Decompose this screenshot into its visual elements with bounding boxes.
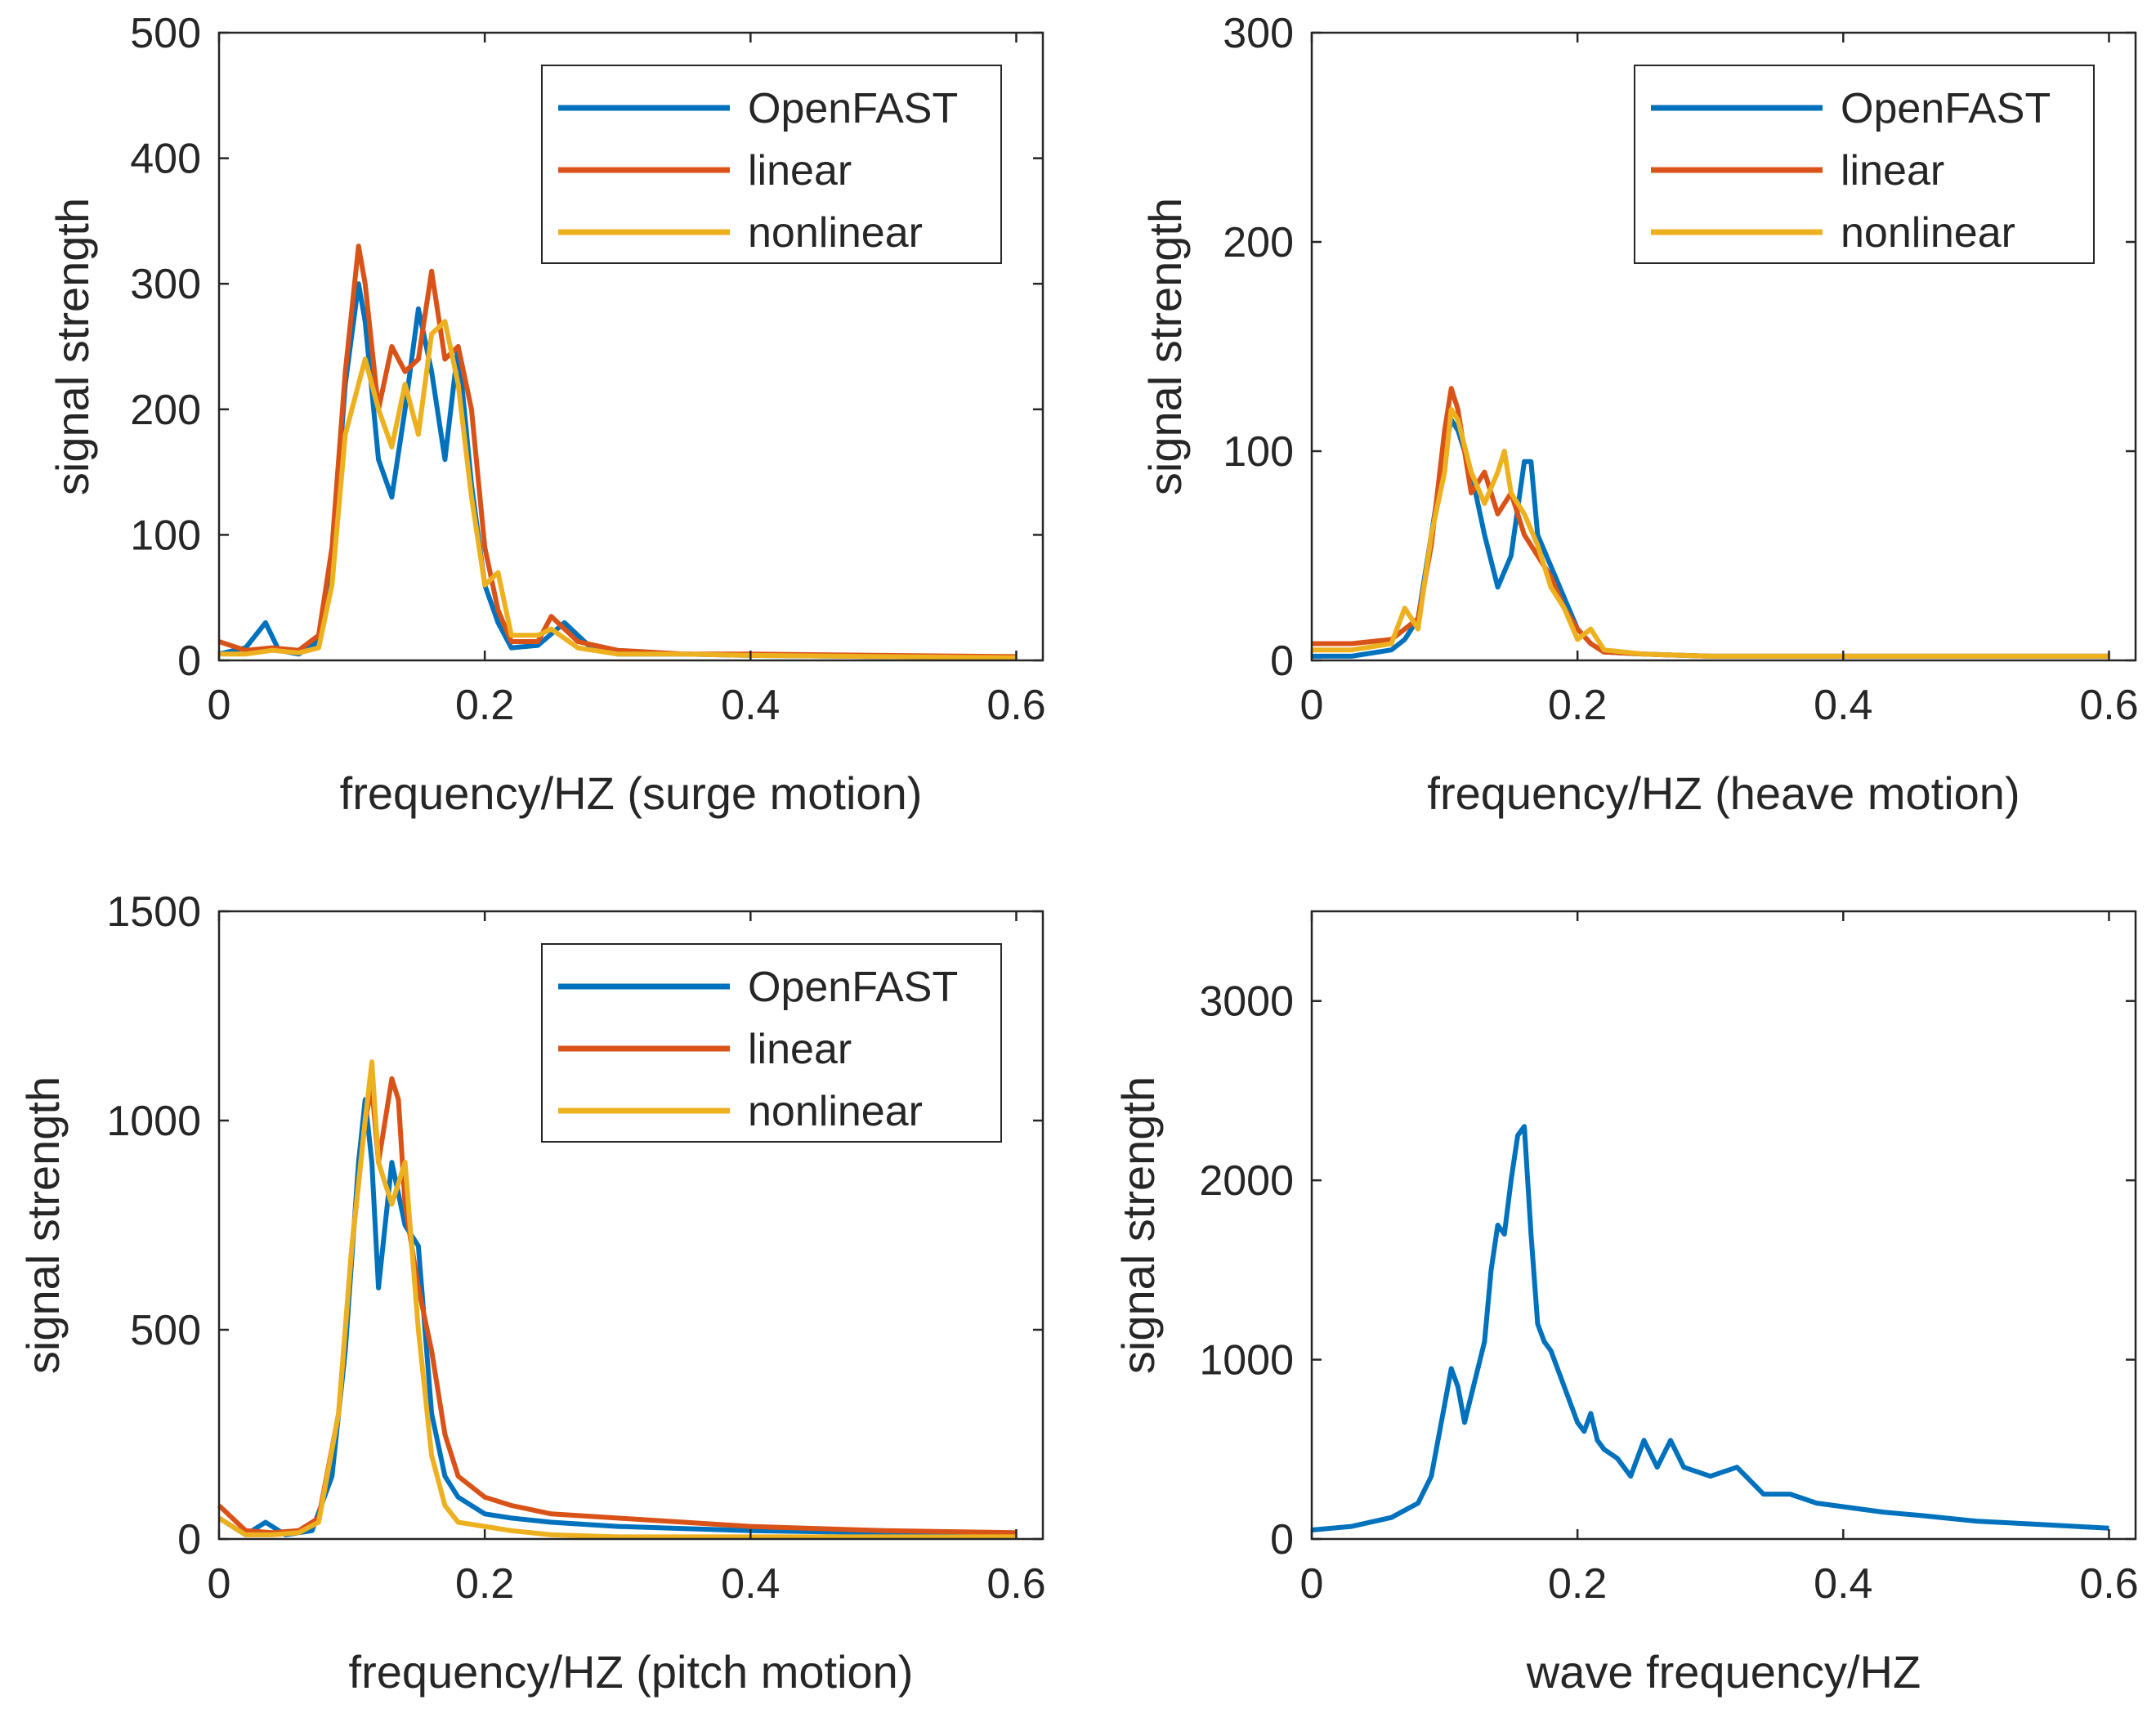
wave-y-tick-label: 3000 [1199,978,1294,1026]
pitch-plot-lines [217,1059,1017,1540]
surge-x-tick-label: 0 [208,682,231,729]
pitch-ticks: 0 0.2 0.4 0.6 0 500 1000 1500 [106,888,1045,1608]
surge-x-tick-label: 0.6 [986,682,1045,729]
surge-y-axis-label: signal strength [47,198,98,495]
heave-y-tick-label: 300 [1223,10,1294,57]
pitch-legend-label-nonlinear: nonlinear [748,1088,923,1135]
surge-ticks: 0 0.2 0.4 0.6 0 100 200 300 400 500 [130,10,1045,729]
heave-legend-label-nonlinear: nonlinear [1841,209,2015,257]
heave-x-tick-label: 0.2 [1548,682,1607,729]
heave-y-axis-label: signal strength [1139,198,1191,495]
heave-panel: 0 0.2 0.4 0.6 0 100 200 300 frequency/HZ (heave… [1139,10,2139,819]
wave-y-axis-label: signal strength [1112,1076,1164,1374]
pitch-x-axis-label: frequency/HZ (pitch motion) [349,1646,914,1698]
pitch-series-nonlinear [217,1059,1017,1540]
surge-x-tick-label: 0.2 [455,682,514,729]
wave-x-axis-label: wave frequency/HZ [1526,1646,1921,1698]
surge-axes-box [217,31,1044,662]
wave-panel: 0 0.2 0.4 0.6 0 1000 2000 3000 wave frequency/H… [1112,910,2139,1698]
heave-x-tick-label: 0.6 [2079,682,2138,729]
pitch-x-tick-label: 0 [208,1560,231,1608]
wave-y-tick-label: 2000 [1199,1157,1294,1205]
surge-legend-label-linear: linear [748,147,852,195]
heave-plot-lines [1312,386,2109,659]
heave-x-tick-label: 0.4 [1814,682,1872,729]
wave-y-tick-label: 1000 [1199,1337,1294,1385]
wave-x-tick-label: 0 [1300,1560,1324,1608]
wave-x-tick-label: 0.4 [1814,1560,1872,1608]
heave-y-tick-label: 200 [1223,219,1294,266]
wave-axes-box [1310,910,2137,1541]
wave-x-tick-label: 0.6 [2079,1560,2138,1608]
pitch-legend-label-linear: linear [748,1026,852,1073]
surge-x-axis-label: frequency/HZ (surge motion) [340,767,923,819]
pitch-axes-box [217,910,1044,1541]
surge-legend-label-openfast: OpenFAST [748,85,958,132]
heave-x-tick-label: 0 [1300,682,1324,729]
surge-legend-label-nonlinear: nonlinear [748,209,923,257]
heave-y-tick-label: 100 [1223,428,1294,476]
heave-ticks: 0 0.2 0.4 0.6 0 100 200 300 [1223,10,2138,729]
wave-plot-lines [1311,1124,2109,1532]
surge-y-tick-label: 300 [130,261,201,308]
pitch-y-axis-label: signal strength [17,1076,69,1374]
heave-legend-label-linear: linear [1841,147,1944,195]
pitch-x-tick-label: 0.6 [986,1560,1045,1608]
heave-axes-box [1310,31,2137,662]
pitch-x-tick-label: 0.4 [721,1560,780,1608]
pitch-legend-label-openfast: OpenFAST [748,964,958,1011]
wave-y-tick-label: 0 [1270,1516,1294,1564]
surge-x-tick-label: 0.4 [721,682,780,729]
heave-y-tick-label: 0 [1270,638,1294,685]
surge-y-tick-label: 100 [130,512,201,559]
surge-plot-lines [218,244,1017,660]
heave-x-axis-label: frequency/HZ (heave motion) [1427,767,2020,819]
surge-legend: OpenFAST linear nonlinear [541,65,1002,264]
surge-y-tick-label: 200 [130,387,201,434]
wave-x-tick-label: 0.2 [1548,1560,1607,1608]
surge-y-tick-label: 500 [130,10,201,57]
surge-panel: 0 0.2 0.4 0.6 0 100 200 300 400 500 frequency/HZ … [47,10,1046,819]
pitch-y-tick-label: 0 [177,1516,201,1564]
pitch-legend: OpenFAST linear nonlinear [541,943,1002,1143]
heave-legend: OpenFAST linear nonlinear [1634,65,2095,264]
wave-ticks: 0 0.2 0.4 0.6 0 1000 2000 3000 [1199,911,2139,1608]
wave-series-wave [1311,1124,2109,1532]
pitch-panel: 0 0.2 0.4 0.6 0 500 1000 1500 frequency/HZ (pit… [17,888,1046,1698]
pitch-y-tick-label: 1000 [106,1098,201,1145]
pitch-y-tick-label: 1500 [106,888,201,936]
surge-series-nonlinear [219,319,1017,660]
surge-series-linear [218,244,1017,660]
heave-legend-label-openfast: OpenFAST [1841,85,2051,132]
surge-y-tick-label: 400 [130,136,201,183]
heave-series-nonlinear [1312,406,2109,659]
pitch-x-tick-label: 0.2 [455,1560,514,1608]
surge-y-tick-label: 0 [177,638,201,685]
pitch-y-tick-label: 500 [130,1307,201,1354]
